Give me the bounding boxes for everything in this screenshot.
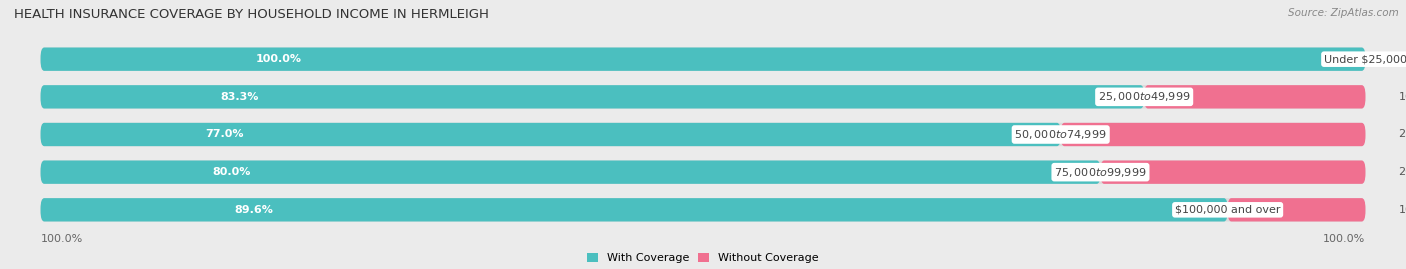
- Text: 83.3%: 83.3%: [219, 92, 259, 102]
- FancyBboxPatch shape: [41, 198, 1227, 221]
- FancyBboxPatch shape: [41, 198, 1365, 221]
- Text: 100.0%: 100.0%: [1323, 234, 1365, 244]
- FancyBboxPatch shape: [1060, 123, 1365, 146]
- Text: $75,000 to $99,999: $75,000 to $99,999: [1054, 166, 1147, 179]
- Legend: With Coverage, Without Coverage: With Coverage, Without Coverage: [588, 253, 818, 263]
- Text: $50,000 to $74,999: $50,000 to $74,999: [1015, 128, 1107, 141]
- Text: 89.6%: 89.6%: [235, 205, 274, 215]
- Text: 100.0%: 100.0%: [256, 54, 302, 64]
- FancyBboxPatch shape: [41, 48, 1365, 71]
- Text: 77.0%: 77.0%: [205, 129, 243, 140]
- FancyBboxPatch shape: [1101, 161, 1365, 184]
- FancyBboxPatch shape: [1144, 85, 1365, 108]
- Text: HEALTH INSURANCE COVERAGE BY HOUSEHOLD INCOME IN HERMLEIGH: HEALTH INSURANCE COVERAGE BY HOUSEHOLD I…: [14, 8, 489, 21]
- FancyBboxPatch shape: [41, 161, 1365, 184]
- FancyBboxPatch shape: [41, 161, 1101, 184]
- Text: 20.0%: 20.0%: [1399, 167, 1406, 177]
- Text: $100,000 and over: $100,000 and over: [1175, 205, 1281, 215]
- Text: 10.4%: 10.4%: [1399, 205, 1406, 215]
- FancyBboxPatch shape: [41, 123, 1365, 146]
- FancyBboxPatch shape: [41, 85, 1365, 108]
- Text: 100.0%: 100.0%: [41, 234, 83, 244]
- Text: Source: ZipAtlas.com: Source: ZipAtlas.com: [1288, 8, 1399, 18]
- FancyBboxPatch shape: [1227, 198, 1365, 221]
- FancyBboxPatch shape: [41, 85, 1144, 108]
- Text: $25,000 to $49,999: $25,000 to $49,999: [1098, 90, 1191, 103]
- Text: Under $25,000: Under $25,000: [1324, 54, 1406, 64]
- FancyBboxPatch shape: [41, 123, 1060, 146]
- FancyBboxPatch shape: [41, 48, 1365, 71]
- Text: 23.0%: 23.0%: [1399, 129, 1406, 140]
- Text: 80.0%: 80.0%: [212, 167, 250, 177]
- Text: 16.7%: 16.7%: [1399, 92, 1406, 102]
